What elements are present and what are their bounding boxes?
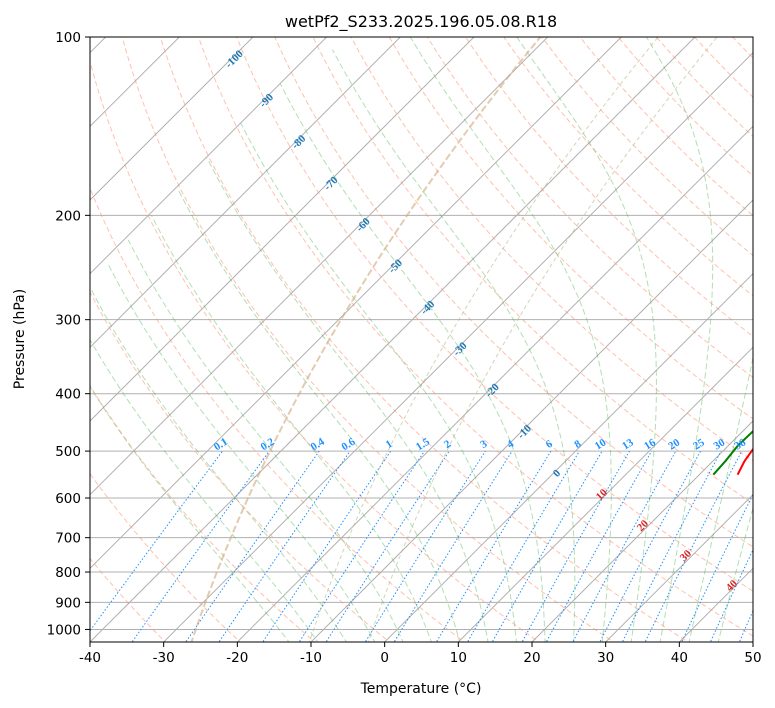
plot-area: 0.1 0.2 0.4 0.6 1 1.5 2 3 4 6 8 10 13 16 20 25 30 36-100-…: [0, 24, 775, 645]
moist-adiabat: [410, 37, 611, 644]
dry-adiabat-label: -20: [483, 381, 502, 400]
dry-adiabat-label: -30: [451, 339, 470, 358]
moist-adiabat-label: 30: [678, 547, 695, 564]
isotherm-gridline: [88, 24, 709, 645]
mixing-ratio-label: 30: [712, 436, 728, 452]
dry-adiabat: [0, 37, 243, 644]
mixing-ratio-label: 20: [666, 436, 682, 452]
dry-adiabat: [695, 37, 775, 644]
moist-adiabat: [50, 315, 291, 644]
moist-adiabat: [151, 215, 432, 644]
x-axis-label: Temperature (°C): [360, 681, 482, 697]
auxiliary-curves: [191, 37, 717, 644]
moist-adiabat: [718, 37, 775, 644]
x-tick-label: -30: [153, 650, 175, 666]
isotherm-gridline: [0, 24, 266, 645]
y-tick-label: 800: [55, 565, 81, 581]
x-tick-label: 40: [671, 650, 688, 666]
moist-adiabat: [177, 188, 460, 644]
dry-adiabat: [733, 37, 775, 644]
y-tick-label: 300: [55, 313, 81, 329]
y-axis-label: Pressure (hPa): [12, 289, 28, 389]
mixing-ratio-line: [572, 451, 676, 644]
dewpoint-profile: [713, 37, 775, 475]
y-tick-label: 500: [55, 444, 81, 460]
x-axis-ticks: -40 -30 -20 -10 0 10 20 30 40 50: [79, 642, 762, 666]
isotherm-gridline: [235, 24, 775, 645]
mixing-ratio-label: 10: [593, 436, 609, 452]
dry-adiabat: [351, 37, 775, 644]
isotherm-gridline: [14, 24, 635, 645]
dry-adiabat: [8, 37, 393, 644]
isotherm-gridline: [0, 24, 487, 645]
y-tick-label: 900: [55, 595, 81, 611]
mixing-ratio-label: 2: [442, 438, 453, 451]
moist-adiabat-label: 10: [594, 486, 611, 503]
x-tick-label: 30: [597, 650, 614, 666]
mixing-ratio-label: 3: [478, 438, 489, 451]
y-axis-ticks: 100 200 300 400 500 600 700 800 900 1000: [47, 30, 90, 638]
moist-adiabat-label: 40: [724, 577, 741, 594]
y-tick-label: 600: [55, 491, 81, 507]
x-tick-label: 10: [450, 650, 467, 666]
dry-adiabat: [122, 37, 617, 644]
x-tick-label: -20: [226, 650, 248, 666]
mixing-ratio-label: 4: [505, 438, 516, 451]
y-tick-label: 700: [55, 531, 81, 547]
moist-adiabat: [241, 124, 517, 645]
mixing-ratio-line: [325, 451, 450, 644]
y-tick-label: 400: [55, 387, 81, 403]
dry-adiabat-label: -50: [386, 257, 405, 276]
moist-adiabat: [88, 283, 348, 645]
dry-adiabat: [427, 37, 775, 644]
dry-adiabat: [46, 37, 467, 644]
y-tick-label: 100: [55, 30, 81, 46]
mixing-ratio-line: [644, 451, 742, 644]
moist-adiabat: [67, 297, 319, 644]
auxiliary-curve: [367, 37, 717, 644]
dry-adiabat: [504, 37, 775, 644]
mixing-ratio-label: 25: [691, 436, 707, 452]
dry-adiabat-label: -70: [322, 174, 341, 193]
reference-line-labels: 0.1 0.2 0.4 0.6 1 1.5 2 3 4 6 8 10 13 16 20 25 30 36-100-…: [212, 48, 749, 594]
dry-adiabat-label: -80: [289, 132, 308, 151]
dry-adiabat-label: -90: [257, 91, 276, 110]
mixing-ratio-label: 13: [620, 436, 636, 452]
dry-adiabat: [771, 37, 775, 644]
mixing-ratio-label: 1: [384, 438, 395, 451]
isotherm-gridline: [0, 24, 193, 645]
chart-title: wetPf2_S233.2025.196.05.08.R18: [285, 12, 557, 32]
sounding-profiles: [713, 37, 775, 475]
y-tick-label: 1000: [47, 622, 81, 638]
dry-adiabat-label: -60: [354, 215, 373, 234]
dry-adiabat: [0, 37, 318, 644]
mixing-ratio-label: 6: [544, 438, 555, 451]
mixing-ratio-label: 16: [642, 436, 658, 452]
isotherm-gridline: [751, 24, 775, 645]
x-tick-label: -40: [79, 650, 101, 666]
isotherm-gridline: [530, 24, 775, 645]
dry-adiabat: [656, 37, 775, 644]
moist-adiabat: [280, 84, 545, 645]
x-tick-label: -10: [300, 650, 322, 666]
isotherm-gridline: [0, 24, 340, 645]
moist-adiabats: [50, 37, 775, 644]
y-tick-label: 200: [55, 208, 81, 224]
mixing-ratio-line: [738, 451, 775, 644]
dry-adiabat-label: -10: [515, 422, 534, 441]
auxiliary-curve: [191, 37, 541, 644]
isotherm-gridline: [382, 24, 775, 645]
x-tick-label: 0: [380, 650, 389, 666]
dry-adiabat: [542, 37, 775, 644]
x-tick-label: 20: [523, 650, 540, 666]
auxiliary-curve: [309, 37, 659, 644]
isotherm-gridline: [0, 24, 414, 645]
temperature-profile: [738, 37, 775, 475]
dry-adiabat: [389, 37, 775, 644]
x-tick-label: 50: [744, 650, 761, 666]
